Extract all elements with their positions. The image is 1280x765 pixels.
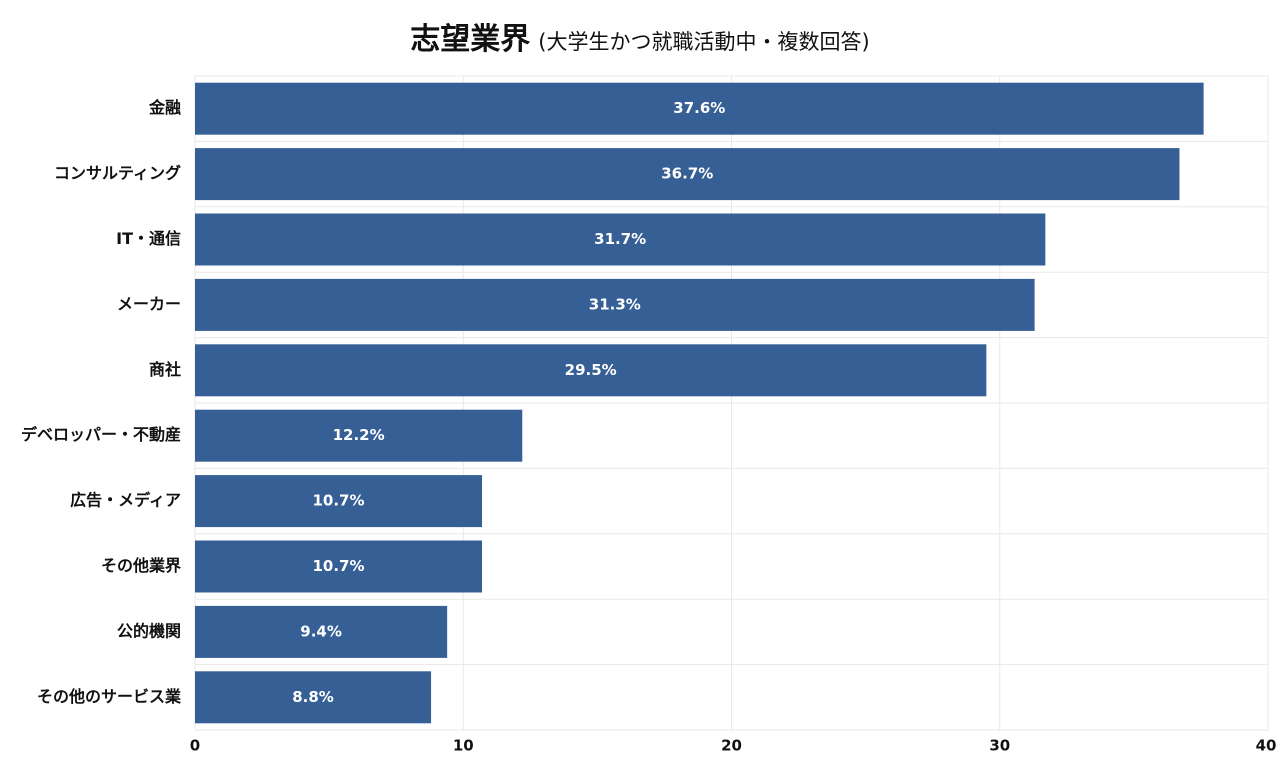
bar-3 [195,278,1035,331]
bar-1 [195,148,1180,201]
grid-lines [194,75,1269,731]
data-label-3: 31.3% [589,295,641,313]
x-tick-label-4: 40 [1256,737,1277,755]
category-label-6: 広告・メディア [70,491,181,510]
bars [195,82,1204,724]
category-label-5: デベロッパー・不動産 [21,425,181,444]
bar-6 [195,475,483,528]
data-label-2: 31.7% [594,230,646,248]
data-label-0: 37.6% [673,99,725,117]
data-label-9: 8.8% [292,688,334,706]
data-label-7: 10.7% [312,557,364,575]
chart-subtitle: (大学生かつ就職活動中・複数回答) [538,30,870,54]
data-label-4: 29.5% [565,361,617,379]
category-label-8: 公的機関 [117,621,181,640]
bar-7 [195,540,483,593]
bar-9 [195,671,432,724]
category-label-7: その他業界 [101,556,181,575]
category-label-2: IT・通信 [116,229,181,248]
chart-title: 志望業界 [410,22,531,57]
bar-2 [195,213,1046,266]
chart-title-block: 志望業界 (大学生かつ就職活動中・複数回答) [0,14,1280,58]
x-tick-label-2: 20 [721,737,742,755]
bar-0 [195,82,1204,135]
x-tick-label-3: 30 [989,737,1010,755]
category-label-3: メーカー [117,294,181,313]
data-label-6: 10.7% [312,492,364,510]
bar-4 [195,344,987,397]
category-label-1: コンサルティング [54,164,181,183]
x-tick-labels: 0 10 20 30 40 [190,737,1277,755]
bar-8 [195,605,448,658]
data-label-8: 9.4% [300,622,342,640]
bar-5 [195,409,523,462]
data-label-1: 36.7% [661,165,713,183]
category-label-0: 金融 [148,98,181,117]
category-label-4: 商社 [149,360,181,379]
x-tick-label-0: 0 [190,737,200,755]
category-label-9: その他のサービス業 [37,687,182,706]
data-label-5: 12.2% [333,426,385,444]
x-tick-label-1: 10 [453,737,474,755]
value-labels: 37.6% 36.7% 31.7% 31.3% 29.5% 12.2% 10.7% 10.7%… [292,99,725,706]
